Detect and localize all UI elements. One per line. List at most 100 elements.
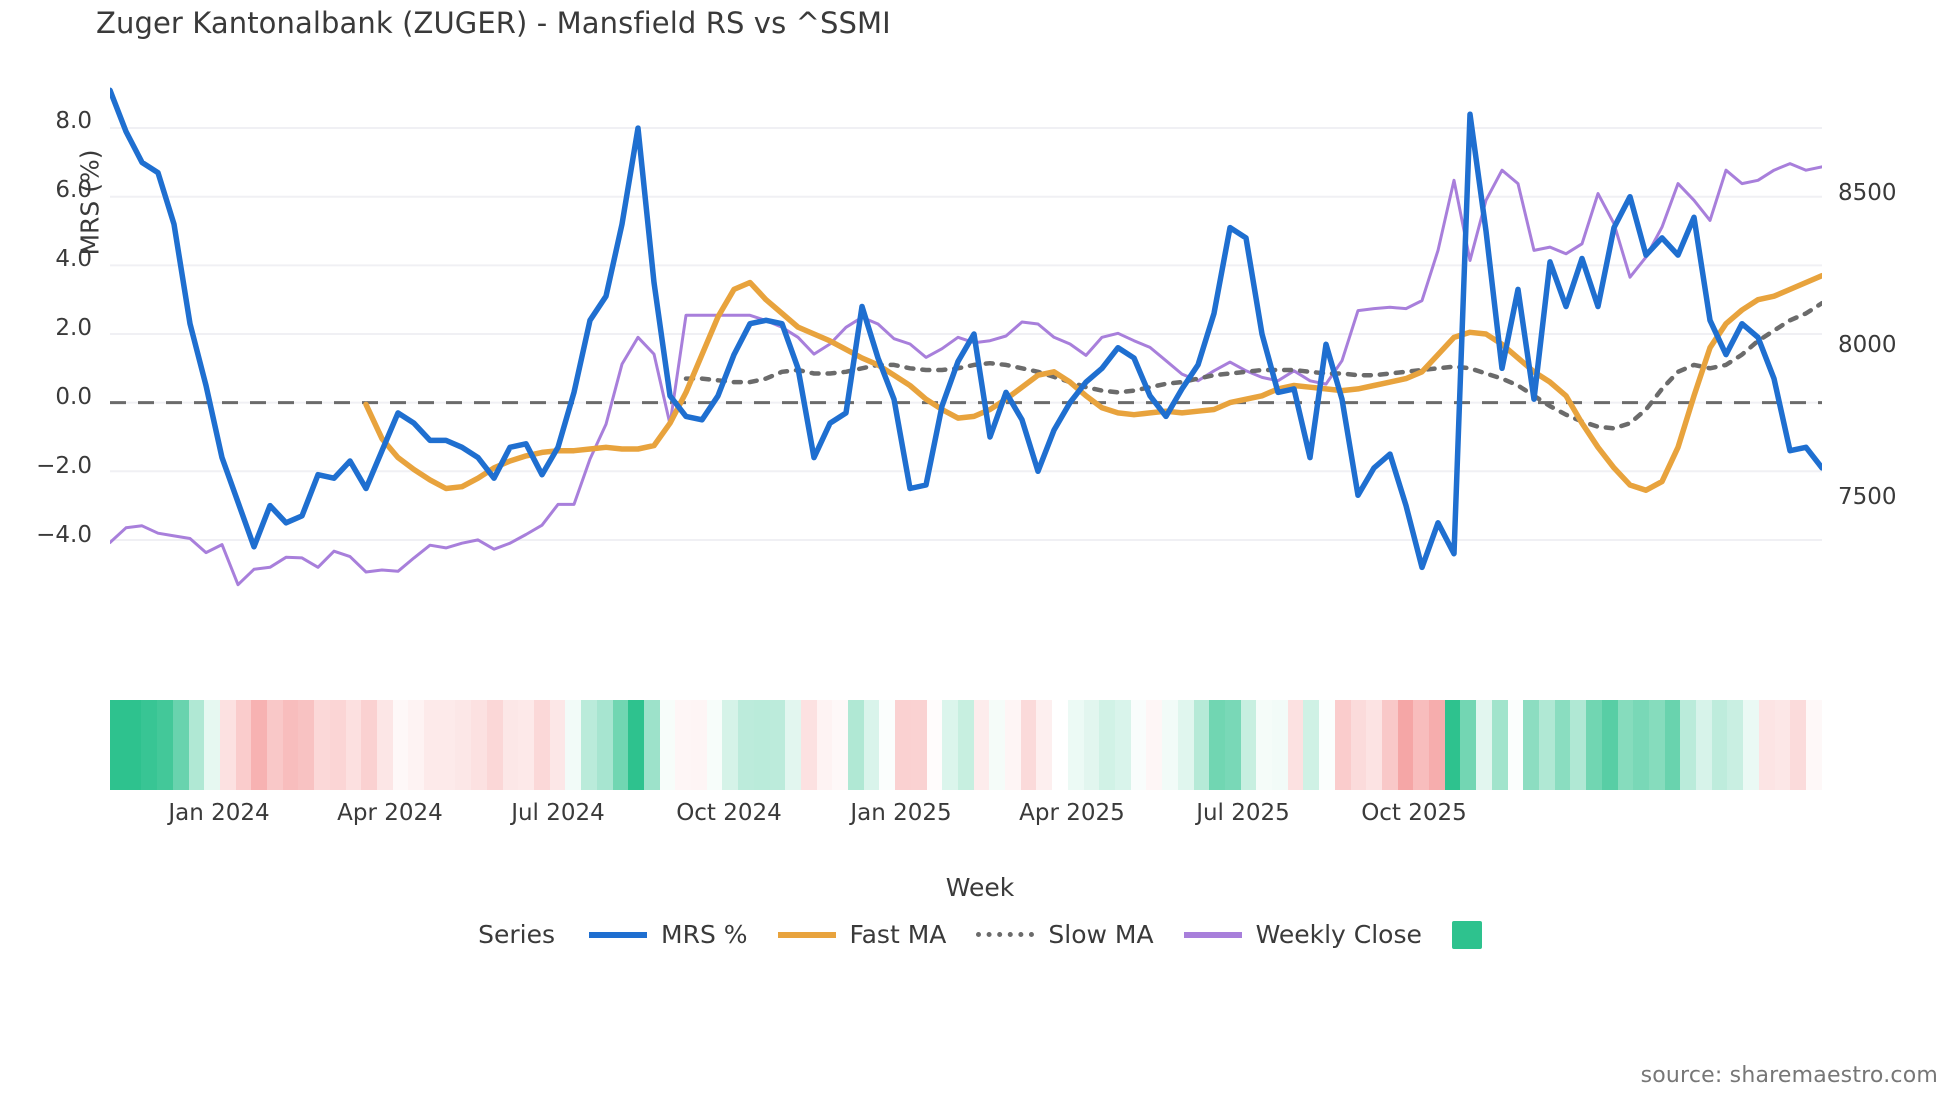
- heatmap-cell: [439, 700, 456, 790]
- x-tick-4: Jan 2025: [850, 800, 952, 826]
- heatmap-cell: [895, 700, 911, 790]
- heatmap-cell: [1601, 700, 1618, 790]
- heatmap-cell: [486, 700, 503, 790]
- mrs-heatmap-strip: [110, 700, 1822, 790]
- y-tick-left-2: 4.0: [55, 246, 92, 272]
- heatmap-cell: [1115, 700, 1131, 790]
- legend-item-mrs[interactable]: MRS %: [589, 920, 748, 949]
- heatmap-cell: [549, 700, 566, 790]
- heatmap-cell: [1727, 700, 1744, 790]
- heatmap-cell: [1586, 700, 1602, 790]
- heatmap-cell: [1287, 700, 1304, 790]
- heatmap-cell: [1005, 700, 1021, 790]
- heatmap-cell: [1224, 700, 1241, 790]
- heatmap-cell: [267, 700, 283, 790]
- series-line-mrs: [110, 87, 1822, 571]
- series-canvas: [110, 87, 1822, 587]
- heatmap-cell: [942, 700, 958, 790]
- heatmap-cell: [612, 700, 629, 790]
- legend-label-weekly-close: Weekly Close: [1255, 920, 1422, 949]
- heatmap-cell: [1067, 700, 1084, 790]
- legend-swatch-heatmap[interactable]: [1451, 920, 1482, 949]
- legend-item-fast-ma[interactable]: Fast MA: [777, 920, 947, 949]
- heatmap-cell: [1303, 700, 1320, 790]
- heatmap-cell: [1680, 700, 1697, 790]
- heatmap-cell: [1209, 700, 1225, 790]
- chart-legend: Series MRS % Fast MA Slow MA Weekly Clos…: [0, 920, 1960, 949]
- heatmap-cell: [1554, 700, 1571, 790]
- heatmap-cell: [1413, 700, 1430, 790]
- heatmap-cell: [1083, 700, 1100, 790]
- heatmap-cell: [1444, 700, 1461, 790]
- heatmap-cell: [973, 700, 990, 790]
- heatmap-cell: [314, 700, 330, 790]
- legend-swatch-mrs: [589, 931, 648, 938]
- y-tick-right-2: 7500: [1838, 484, 1897, 510]
- heatmap-cell: [1743, 700, 1759, 790]
- x-axis-label: Week: [945, 873, 1015, 902]
- heatmap-cell: [1130, 700, 1147, 790]
- x-tick-3: Oct 2024: [676, 800, 782, 826]
- heatmap-cell: [1052, 700, 1068, 790]
- heatmap-cell: [141, 700, 158, 790]
- legend-item-slow-ma[interactable]: Slow MA: [976, 920, 1154, 949]
- source-attribution: source: sharemaestro.com: [1640, 1063, 1938, 1088]
- heatmap-cell: [643, 700, 660, 790]
- heatmap-cell: [816, 700, 833, 790]
- y-tick-left-0: 8.0: [55, 108, 92, 134]
- heatmap-cell: [989, 700, 1006, 790]
- heatmap-cell: [1177, 700, 1194, 790]
- heatmap-cell: [722, 700, 739, 790]
- heatmap-cell: [282, 700, 299, 790]
- heatmap-cell: [502, 700, 519, 790]
- heatmap-cell: [408, 700, 425, 790]
- heatmap-cell: [1366, 700, 1382, 790]
- heatmap-cell: [219, 700, 236, 790]
- heatmap-cell: [392, 700, 409, 790]
- heatmap-cell: [1381, 700, 1398, 790]
- heatmap-cell: [1491, 700, 1508, 790]
- heatmap-cell: [1633, 700, 1649, 790]
- heatmap-cell: [1272, 700, 1288, 790]
- legend-item-weekly-close[interactable]: Weekly Close: [1183, 920, 1422, 949]
- x-tick-7: Oct 2025: [1361, 800, 1467, 826]
- heatmap-cell: [565, 700, 582, 790]
- heatmap-cell: [785, 700, 801, 790]
- heatmap-cell: [455, 700, 472, 790]
- heatmap-cell: [863, 700, 880, 790]
- heatmap-cell: [706, 700, 723, 790]
- heatmap-cell: [376, 700, 393, 790]
- y-tick-left-3: 2.0: [55, 315, 92, 341]
- legend-label-mrs: MRS %: [661, 920, 748, 949]
- heatmap-cell: [1020, 700, 1037, 790]
- heatmap-cell: [125, 700, 142, 790]
- heatmap-cell: [1790, 700, 1806, 790]
- heatmap-cell: [235, 700, 252, 790]
- heatmap-cell: [1774, 700, 1791, 790]
- heatmap-cell: [251, 700, 268, 790]
- legend-label-slow-ma: Slow MA: [1048, 920, 1154, 949]
- heatmap-cell: [361, 700, 377, 790]
- heatmap-cell: [110, 700, 126, 790]
- y-tick-right-1: 8000: [1838, 332, 1897, 358]
- heatmap-cell: [926, 700, 943, 790]
- heatmap-cell: [738, 700, 754, 790]
- heatmap-cell: [1758, 700, 1775, 790]
- heatmap-cell: [659, 700, 676, 790]
- heatmap-cell: [691, 700, 707, 790]
- heatmap-cell: [1805, 700, 1822, 790]
- heatmap-cell: [1334, 700, 1351, 790]
- heatmap-cell: [298, 700, 315, 790]
- legend-swatch-slow-ma: [976, 932, 1035, 937]
- heatmap-cell: [1617, 700, 1634, 790]
- heatmap-cell: [172, 700, 189, 790]
- heatmap-cell: [204, 700, 220, 790]
- heatmap-cell: [1476, 700, 1492, 790]
- x-tick-6: Jul 2025: [1196, 800, 1290, 826]
- heatmap-cells: [110, 700, 1822, 790]
- heatmap-cell: [1648, 700, 1665, 790]
- heatmap-cell: [848, 700, 864, 790]
- legend-label-fast-ma: Fast MA: [849, 920, 947, 949]
- heatmap-cell: [957, 700, 974, 790]
